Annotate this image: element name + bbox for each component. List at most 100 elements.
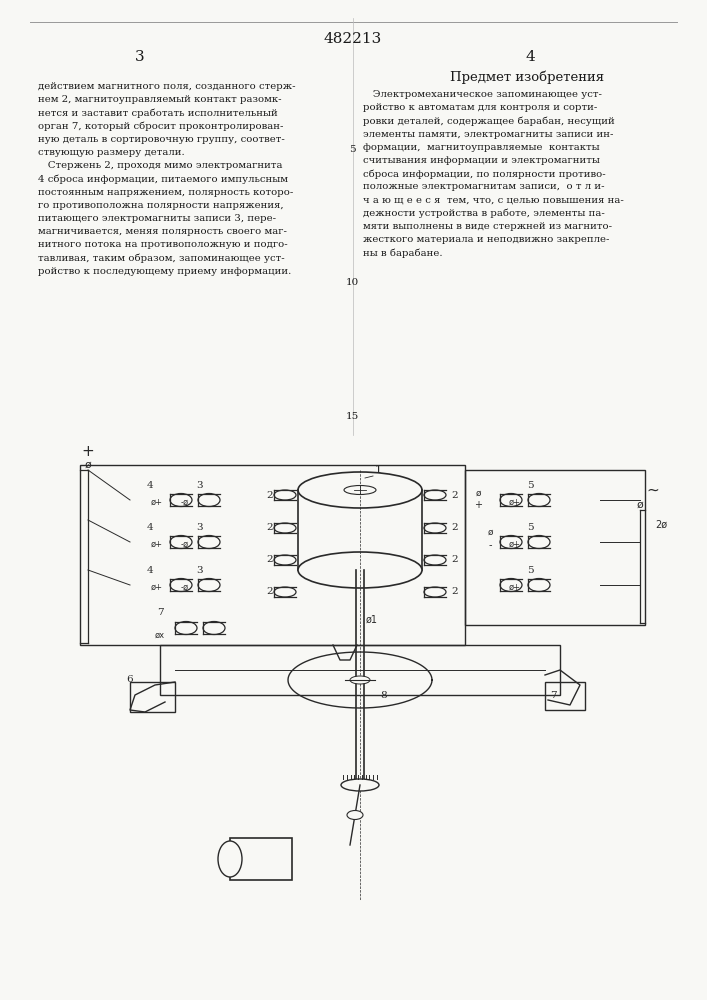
Text: элементы памяти, электромагниты записи ин-: элементы памяти, электромагниты записи и…: [363, 130, 614, 139]
Text: постоянным напряжением, полярность которо-: постоянным напряжением, полярность котор…: [38, 188, 293, 197]
Text: Стержень 2, проходя мимо электромагнита: Стержень 2, проходя мимо электромагнита: [38, 161, 283, 170]
Text: 2: 2: [267, 556, 274, 564]
Ellipse shape: [198, 578, 220, 591]
Text: формации,  магнитоуправляемые  контакты: формации, магнитоуправляемые контакты: [363, 143, 600, 152]
Text: ø+: ø+: [151, 540, 163, 548]
Text: 5: 5: [527, 523, 533, 532]
Ellipse shape: [341, 779, 379, 791]
Text: 5: 5: [527, 481, 533, 490]
Text: ø+: ø+: [509, 497, 521, 506]
Text: ø: ø: [85, 460, 91, 470]
Text: 3: 3: [197, 566, 204, 575]
Text: +: +: [81, 444, 94, 460]
Text: 482213: 482213: [324, 32, 382, 46]
Text: 5: 5: [527, 566, 533, 575]
Text: 2ø: 2ø: [655, 520, 667, 530]
Text: ную деталь в сортировочную группу, соответ-: ную деталь в сортировочную группу, соотв…: [38, 135, 285, 144]
Text: 2: 2: [452, 524, 458, 532]
Text: считывания информации и электромагниты: считывания информации и электромагниты: [363, 156, 600, 165]
Ellipse shape: [198, 536, 220, 548]
Ellipse shape: [170, 536, 192, 548]
Ellipse shape: [347, 810, 363, 820]
Text: 7: 7: [550, 690, 556, 700]
Text: 3: 3: [197, 481, 204, 490]
Text: нется и заставит сработать исполнительный: нется и заставит сработать исполнительны…: [38, 108, 278, 118]
Ellipse shape: [424, 523, 446, 533]
Text: магничивается, меняя полярность своего маг-: магничивается, меняя полярность своего м…: [38, 227, 287, 236]
Ellipse shape: [528, 578, 550, 591]
Ellipse shape: [500, 536, 522, 548]
Ellipse shape: [528, 536, 550, 548]
Text: 6: 6: [127, 676, 133, 684]
Ellipse shape: [170, 493, 192, 506]
Text: ны в барабане.: ны в барабане.: [363, 248, 443, 258]
Text: -ø: -ø: [181, 582, 189, 591]
Text: 3: 3: [197, 523, 204, 532]
Text: 4 сброса информации, питаемого импульсным: 4 сброса информации, питаемого импульсны…: [38, 174, 288, 184]
Text: -ø: -ø: [181, 540, 189, 548]
Text: ø1: ø1: [366, 615, 378, 625]
Text: тавливая, таким образом, запоминающее уст-: тавливая, таким образом, запоминающее ус…: [38, 254, 285, 263]
Ellipse shape: [170, 578, 192, 591]
Text: ø+: ø+: [151, 582, 163, 591]
Text: ройство к последующему приему информации.: ройство к последующему приему информации…: [38, 267, 291, 276]
Text: го противоположна полярности напряжения,: го противоположна полярности напряжения,: [38, 201, 284, 210]
Bar: [130, 682, 175, 712]
Ellipse shape: [274, 587, 296, 597]
Text: дежности устройства в работе, элементы па-: дежности устройства в работе, элементы п…: [363, 209, 604, 218]
Text: 4: 4: [525, 50, 535, 64]
Text: 4: 4: [146, 523, 153, 532]
Text: ч а ю щ е е с я  тем, что, с целью повышения на-: ч а ю щ е е с я тем, что, с целью повыше…: [363, 196, 624, 205]
Text: нитного потока на противоположную и подго-: нитного потока на противоположную и подг…: [38, 240, 288, 249]
Ellipse shape: [298, 472, 422, 508]
Text: ø: ø: [487, 528, 493, 536]
Ellipse shape: [344, 486, 376, 494]
Ellipse shape: [274, 490, 296, 500]
Bar: [230, 838, 292, 880]
Text: жесткого материала и неподвижно закрепле-: жесткого материала и неподвижно закрепле…: [363, 235, 609, 244]
Text: 2: 2: [452, 556, 458, 564]
Text: ø: ø: [475, 488, 481, 497]
Text: 4: 4: [146, 566, 153, 575]
Text: 5: 5: [349, 145, 356, 154]
Text: сброса информации, по полярности противо-: сброса информации, по полярности противо…: [363, 169, 606, 179]
Text: 2: 2: [267, 587, 274, 596]
Text: 2: 2: [267, 490, 274, 499]
Text: 1: 1: [375, 465, 382, 475]
Ellipse shape: [175, 621, 197, 635]
Text: 2: 2: [267, 524, 274, 532]
Text: 4: 4: [146, 481, 153, 490]
Text: 15: 15: [346, 412, 358, 421]
Text: 7: 7: [157, 608, 163, 617]
Text: Электромеханическое запоминающее уст-: Электромеханическое запоминающее уст-: [363, 90, 602, 99]
Ellipse shape: [528, 493, 550, 506]
Ellipse shape: [198, 493, 220, 506]
Text: 10: 10: [346, 278, 358, 287]
Ellipse shape: [274, 523, 296, 533]
Text: 3: 3: [135, 50, 145, 64]
Text: -: -: [489, 540, 492, 550]
Text: положные электромагнитам записи,  о т л и-: положные электромагнитам записи, о т л и…: [363, 182, 604, 191]
Text: ø+: ø+: [509, 582, 521, 591]
Bar: [465, 470, 645, 625]
Text: ø: ø: [636, 500, 643, 510]
Text: øx: øx: [155, 631, 165, 640]
Text: питающего электромагниты записи 3, пере-: питающего электромагниты записи 3, пере-: [38, 214, 276, 223]
Text: ровки деталей, содержащее барабан, несущий: ровки деталей, содержащее барабан, несущ…: [363, 116, 615, 126]
Text: 2: 2: [452, 490, 458, 499]
Text: 8: 8: [380, 690, 387, 700]
Ellipse shape: [424, 587, 446, 597]
Text: ройство к автоматам для контроля и сорти-: ройство к автоматам для контроля и сорти…: [363, 103, 597, 112]
Text: -ø: -ø: [181, 497, 189, 506]
Bar: [545, 682, 585, 710]
Text: ~: ~: [647, 483, 660, 497]
Bar: [80, 465, 465, 645]
Text: +: +: [474, 500, 482, 510]
Text: ø+: ø+: [151, 497, 163, 506]
Bar: [160, 645, 560, 695]
Ellipse shape: [424, 490, 446, 500]
Ellipse shape: [218, 841, 242, 877]
Ellipse shape: [500, 578, 522, 591]
Text: нем 2, магнитоуправляемый контакт разомк-: нем 2, магнитоуправляемый контакт разомк…: [38, 95, 281, 104]
Text: 2: 2: [452, 587, 458, 596]
